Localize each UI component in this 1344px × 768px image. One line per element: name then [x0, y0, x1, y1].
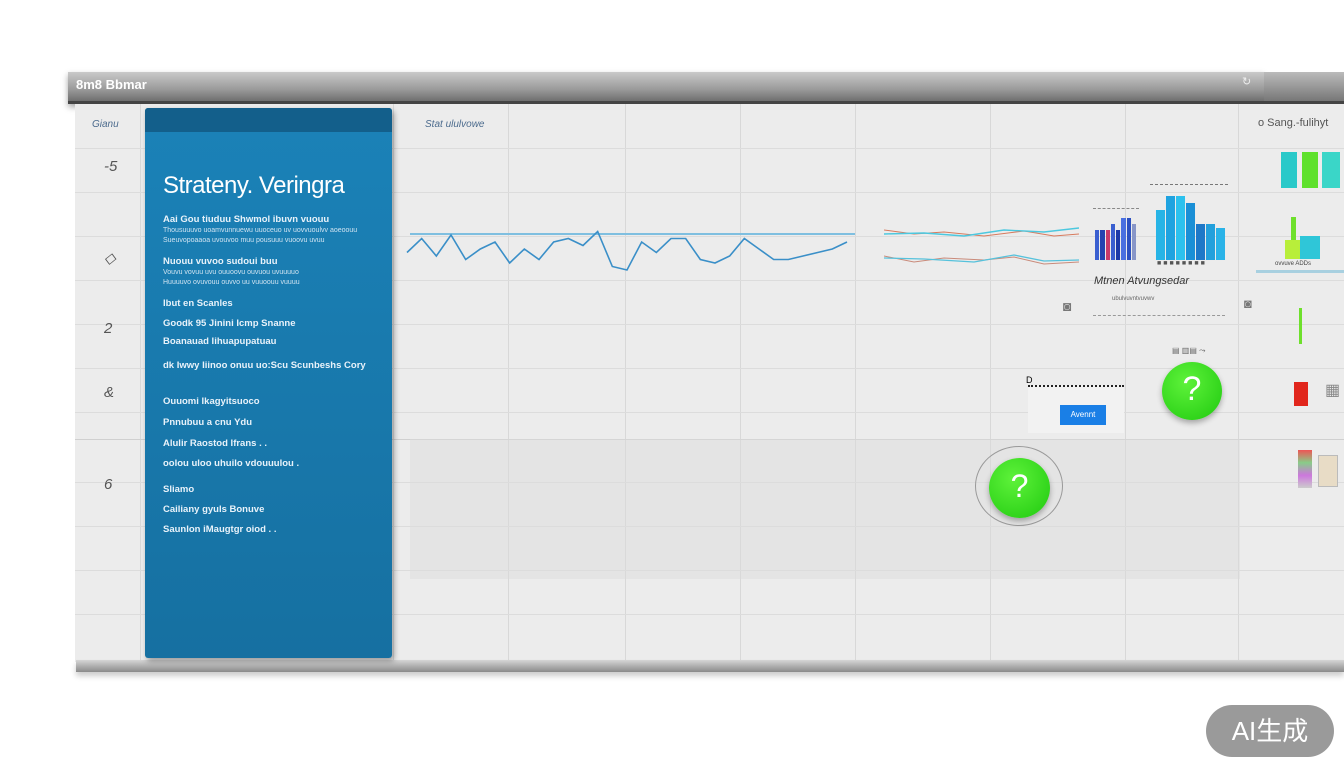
bar: [1176, 195, 1185, 260]
window-title-bar: 8m8 Bbmar: [68, 72, 1264, 104]
panel-text-line: Sueuvopoaaoa uvouvoo muu pousuuu vuoovu …: [163, 237, 325, 244]
panel-text-line: Alulir Raostod Ifrans . .: [163, 438, 267, 449]
side-icon-3[interactable]: 2: [104, 320, 113, 337]
panel-text-line: Saunlon iMaugtgr oiod . .: [163, 524, 277, 535]
bar: [1166, 195, 1175, 260]
mini-line-cyan: [884, 227, 1079, 237]
side-icon-1[interactable]: -5: [104, 158, 118, 175]
side-icon-5[interactable]: 6: [104, 476, 113, 493]
bar-red: [1294, 382, 1308, 406]
window-title: 8m8 Bbmar: [76, 77, 147, 92]
panel-text-line: oolou uloo uhuilo vdouuulou .: [163, 458, 300, 469]
panel-text-line: dk Iwwy Iiinoo onuu uo:Scu Scunbeshs Cor…: [163, 360, 366, 371]
main-series-line: [406, 230, 848, 271]
bar-green-thin: [1299, 308, 1302, 344]
panel-text-line: Huuuuvo ovuvouu ouvvo uu vuuoouu vuuuu: [163, 279, 300, 286]
panel-text-line: Ouuomi Ikagyitsuoco: [163, 396, 260, 407]
camera-icon[interactable]: ◙: [1063, 298, 1072, 314]
bar-green: [1302, 152, 1318, 188]
bar-chart-cyan: [1150, 184, 1228, 260]
mini-line-red-2: [884, 255, 1079, 265]
panel-text-line: Sliamo: [163, 484, 195, 495]
widget-box: D Avennt: [1026, 375, 1124, 433]
panel-text-line: Pnnubuu a cnu Ydu: [163, 417, 253, 428]
bar-multicolor: [1298, 450, 1312, 488]
board-rail: [76, 660, 1344, 672]
line-chart: [406, 230, 855, 271]
bag-icon[interactable]: ◙: [1244, 296, 1252, 311]
bar: [1105, 230, 1110, 260]
bar-green-tall: [1291, 217, 1296, 259]
bar: [1121, 218, 1126, 260]
side-icon-4[interactable]: &: [104, 384, 115, 401]
panel-text-line: Vouvu vovuu uvu ouuoovu ouvuou uvuuuuo: [163, 269, 299, 276]
panel-title: Strateny. Veringra: [163, 172, 345, 199]
mini-line-charts: [884, 227, 1079, 265]
refresh-icon[interactable]: ↻: [1242, 76, 1252, 88]
chart-caption: Mtnen Atvungsedar: [1094, 275, 1189, 287]
panel-text-line: Thousuuuvo uoamvunnuewu uuoceuo uv uovvu…: [163, 227, 358, 234]
bar: [1216, 227, 1225, 260]
bar: [1196, 224, 1205, 260]
panel-text-line: Boanauad Iihuapupatuau: [163, 336, 277, 347]
bar: [1110, 224, 1115, 260]
bar: [1126, 218, 1131, 260]
ai-watermark: AI生成: [1206, 705, 1334, 757]
bar-teal: [1281, 152, 1297, 188]
dial-ring: [975, 446, 1063, 526]
bar: [1206, 224, 1215, 260]
panel-text-line: Nuouu vuvoo sudoui buu: [163, 256, 278, 267]
question-icon: ?: [1182, 370, 1202, 408]
strategy-panel: Strateny. Veringra Aai Gou tiuduu Shwmol…: [145, 108, 392, 658]
bar: [1186, 202, 1195, 260]
widget-button[interactable]: Avennt: [1060, 405, 1106, 425]
bar-axis-labels: ■■■■■■■■: [1157, 260, 1207, 267]
chart-sub-caption: ubulvuvntvuvwv: [1112, 296, 1155, 302]
help-button-dial[interactable]: ?: [989, 458, 1050, 518]
top-right-label: o Sang.-fulihyt: [1258, 117, 1329, 129]
title-bar-extension: ↻: [1242, 72, 1344, 104]
bar-cyan: [1300, 236, 1320, 259]
chart-label: Stat ululvowe: [425, 119, 485, 130]
panel-text-line: Aai Gou tiuduu Shwmol ibuvn vuouu: [163, 214, 330, 225]
bar-chart-multi: [1093, 208, 1139, 260]
widget-box-label: D: [1026, 375, 1033, 385]
bar: [1131, 224, 1136, 260]
bar: [1100, 230, 1105, 260]
panel-text-line: Ibut en Scanles: [163, 298, 233, 309]
toolbar-icons[interactable]: ▤ ▥▤ ⤳: [1172, 346, 1206, 355]
side-header-label: Gianu: [92, 119, 119, 130]
panel-header: [145, 108, 392, 132]
help-button-top[interactable]: ?: [1162, 362, 1222, 420]
bar: [1095, 230, 1100, 260]
mini-line-cyan-2: [884, 254, 1079, 263]
mini-line-red: [884, 229, 1079, 237]
bar: [1116, 230, 1121, 260]
question-icon: ?: [1010, 468, 1029, 504]
side-icon-2[interactable]: ◇: [104, 250, 116, 267]
bar-teal-2: [1322, 152, 1340, 188]
small-label: ovvuve ADDs: [1275, 261, 1312, 267]
note-card: [1318, 455, 1338, 487]
panel-text-line: Goodk 95 Jinini Icmp Snanne: [163, 318, 296, 329]
panel-text-line: Cailiany gyuls Bonuve: [163, 504, 265, 515]
bottle-icon: ▦: [1325, 382, 1341, 399]
bar: [1156, 209, 1165, 260]
